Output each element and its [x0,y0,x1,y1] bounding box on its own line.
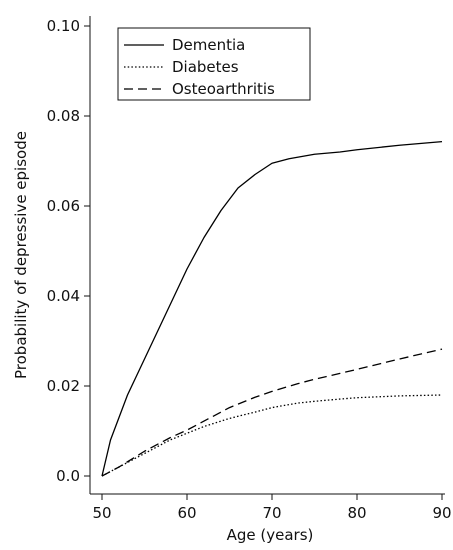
axes [89,16,445,495]
y-tick-label: 0.10 [47,17,80,35]
y-tick-label: 0.0 [56,467,80,485]
x-tick-label: 80 [347,504,366,522]
x-tick-label: 70 [262,504,281,522]
series-layer [101,141,443,477]
y-tick-label: 0.08 [47,107,80,125]
legend-label: Diabetes [172,58,239,76]
x-tick-label: 90 [432,504,451,522]
y-tick-label: 0.02 [47,377,80,395]
legend-box [117,27,311,101]
series-line-diabetes [101,394,443,477]
series-line-dementia [101,141,443,477]
legend-label: Dementia [172,36,245,54]
x-axis-title: Age (years) [227,526,314,544]
y-tick-label: 0.06 [47,197,80,215]
y-ticks: 0.0 0.02 0.04 0.06 0.08 0.10 [47,17,90,485]
x-tick-label: 60 [177,504,196,522]
y-axis-title: Probability of depressive episode [12,131,30,379]
legend-label: Osteoarthritis [172,80,275,98]
series-line-osteoarthritis [101,348,443,477]
legend: Dementia Diabetes Osteoarthritis [117,27,311,101]
x-ticks: 50 60 70 80 90 [92,494,452,522]
x-tick-label: 50 [92,504,111,522]
y-tick-label: 0.04 [47,287,80,305]
